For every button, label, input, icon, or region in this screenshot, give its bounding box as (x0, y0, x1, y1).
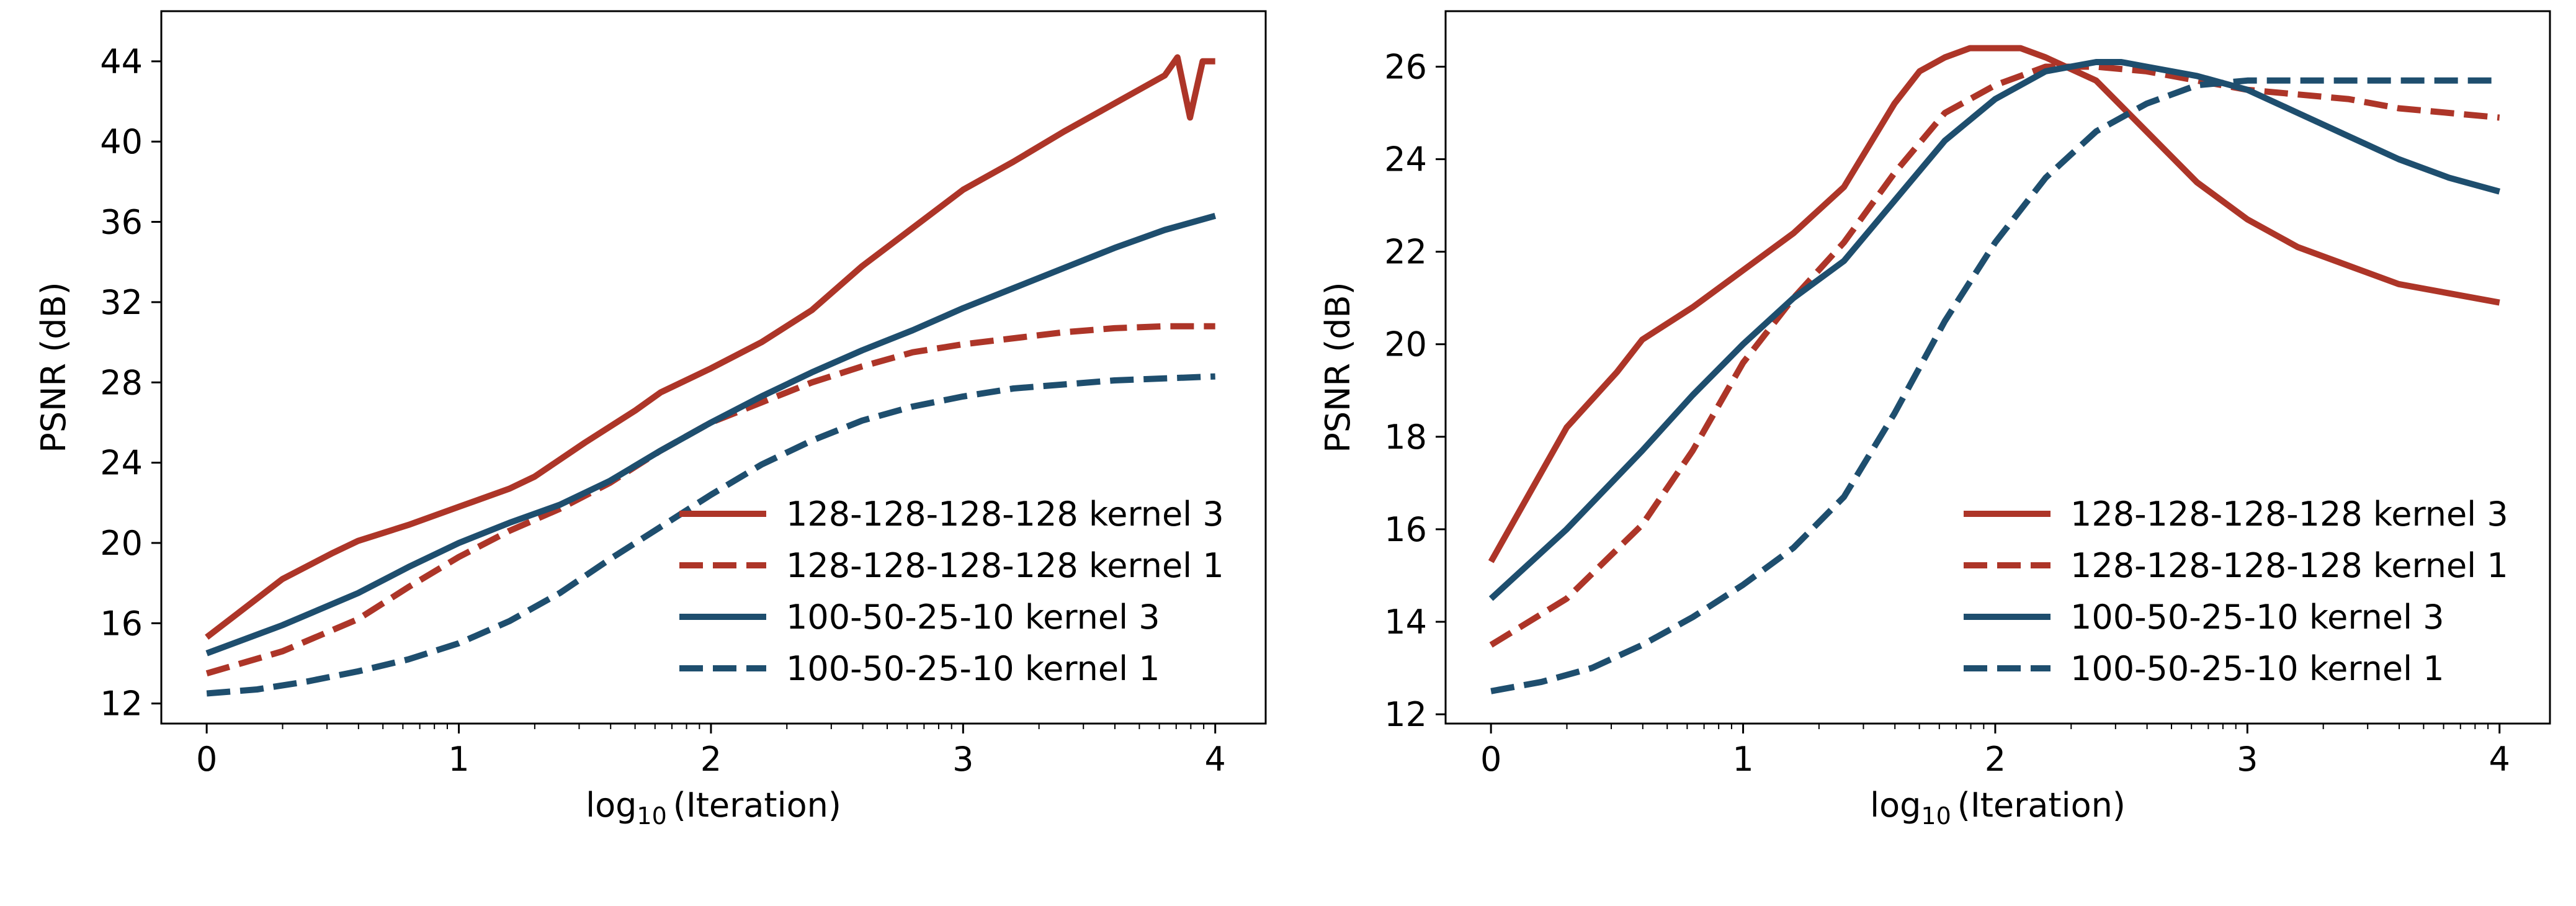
y-tick-label: 40 (100, 122, 143, 161)
y-axis-label: PSNR (dB) (34, 282, 73, 452)
y-tick-label: 16 (1384, 510, 1427, 549)
y-tick-label: 12 (1384, 695, 1427, 734)
legend-label: 128-128-128-128 kernel 1 (2070, 546, 2508, 585)
y-tick-label: 18 (1384, 418, 1427, 457)
plot-frame (160, 10, 1267, 725)
y-tick-label: 28 (100, 363, 143, 402)
y-tick-label: 36 (100, 203, 143, 242)
series-line-2 (1488, 59, 2501, 601)
plot-frame (1444, 10, 2551, 725)
y-tick-label: 14 (1384, 603, 1427, 642)
y-tick-label: 16 (100, 604, 143, 643)
series-line-1 (1489, 63, 2500, 648)
legend: 128-128-128-128 kernel 3 128-128-128-128 … (1964, 495, 2508, 688)
series-line-3 (206, 373, 1215, 697)
y-tick-label: 24 (100, 444, 143, 483)
series-line-3 (1490, 77, 2500, 694)
x-tick-label: 0 (196, 740, 217, 779)
legend-label: 128-128-128-128 kernel 1 (786, 546, 1224, 585)
y-tick-label: 24 (1384, 140, 1427, 179)
series-line-0 (1488, 45, 2500, 563)
y-tick-label: 32 (100, 283, 143, 322)
y-tick-label: 20 (1384, 325, 1427, 364)
legend-label: 100-50-25-10 kernel 1 (2070, 649, 2444, 688)
legend-label: 128-128-128-128 kernel 3 (2070, 495, 2508, 534)
x-tick-label: 3 (2237, 740, 2258, 779)
y-tick-label: 44 (100, 42, 143, 81)
x-tick-label: 3 (952, 740, 973, 779)
x-tick-label: 1 (448, 740, 469, 779)
y-tick-label: 12 (100, 684, 143, 724)
x-tick-label: 4 (1205, 740, 1226, 779)
x-tick-label: 2 (700, 740, 722, 779)
y-tick-label: 22 (1384, 233, 1427, 272)
series-line-2 (205, 212, 1217, 657)
y-tick-label: 20 (100, 524, 143, 563)
y-tick-label: 26 (1384, 47, 1427, 86)
x-axis-label: log10 (Iteration) (1870, 786, 2126, 830)
x-tick-label: 1 (1732, 740, 1753, 779)
legend: 128-128-128-128 kernel 3 128-128-128-128 … (679, 495, 1224, 688)
x-tick-label: 4 (2489, 740, 2510, 779)
x-axis-label: log10 (Iteration) (586, 786, 841, 830)
x-tick-label: 0 (1480, 740, 1501, 779)
series-line-0 (205, 54, 1215, 640)
legend-label: 100-50-25-10 kernel 3 (786, 598, 1160, 637)
y-axis-label: PSNR (dB) (1318, 282, 1357, 452)
x-tick-label: 2 (1985, 740, 2006, 779)
legend-label: 100-50-25-10 kernel 1 (786, 649, 1160, 688)
legend-label: 128-128-128-128 kernel 3 (786, 495, 1224, 534)
legend-label: 100-50-25-10 kernel 3 (2070, 598, 2444, 637)
